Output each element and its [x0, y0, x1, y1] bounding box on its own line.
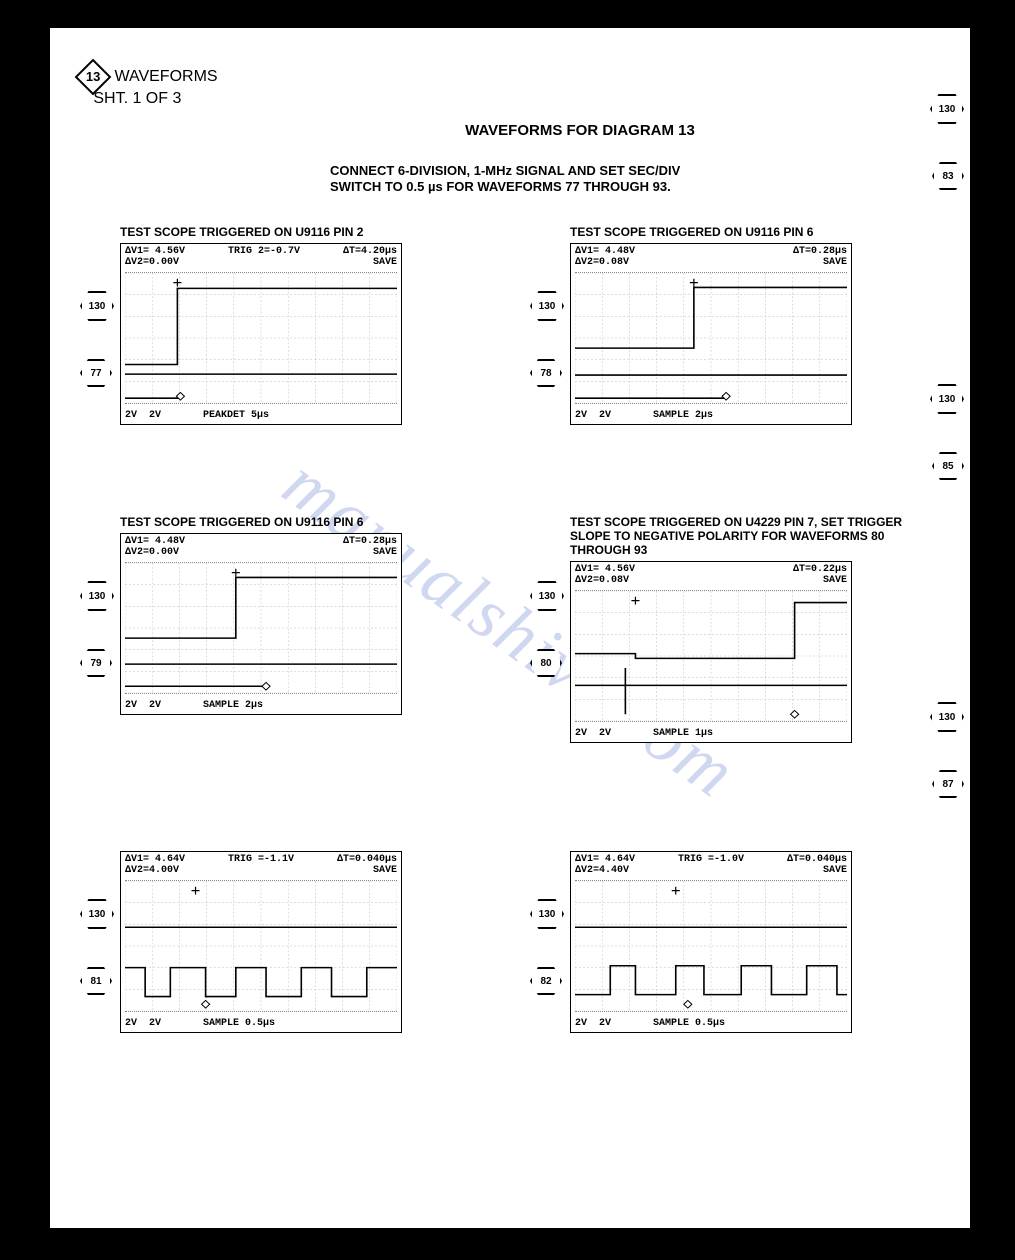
- scope-mode-timebase: SAMPLE 0.5µs: [653, 1018, 725, 1029]
- scope-dt-readout: ∆T=0.28µsSAVE: [793, 246, 847, 268]
- scope-footer: 2V 2V PEAKDET 5µs: [125, 410, 397, 421]
- scope-ch1-vdiv: 2V: [125, 1018, 137, 1029]
- scope-ch2-vdiv: 2V: [149, 1018, 161, 1029]
- oscilloscope-frame: ∆V1= 4.64V ∆V2=4.00V TRIG =-1.1V ∆T=0.04…: [120, 851, 402, 1033]
- oscilloscope-frame: ∆V1= 4.48V ∆V2=0.00V ∆T=0.28µsSAVE 2V 2V…: [120, 533, 402, 715]
- waveform-cell: ∆V1= 4.64V ∆V2=4.40V TRIG =-1.0V ∆T=0.04…: [530, 833, 910, 1033]
- handwritten-line1: WAVEFORMS: [114, 68, 217, 85]
- diamond-number: 13: [86, 66, 100, 88]
- scope-caption: TEST SCOPE TRIGGERED ON U4229 PIN 7, SET…: [570, 515, 910, 557]
- waveform-plot: [575, 880, 847, 1012]
- scope-trig-readout: TRIG 2=-0.7V: [228, 246, 300, 268]
- reference-marker: 130: [80, 899, 114, 929]
- waveform-cell: TEST SCOPE TRIGGERED ON U4229 PIN 7, SET…: [530, 515, 910, 743]
- scope-mode-timebase: SAMPLE 2µs: [203, 700, 263, 711]
- waveform-plot: [125, 272, 397, 404]
- scope-dv-readout: ∆V1= 4.48V ∆V2=0.08V: [575, 246, 635, 268]
- waveform-number-marker: 83: [932, 162, 964, 190]
- waveform-plot: [575, 590, 847, 722]
- waveform-cell: TEST SCOPE TRIGGERED ON U9116 PIN 6 ∆V1=…: [80, 515, 460, 743]
- oscilloscope-frame: ∆V1= 4.64V ∆V2=4.40V TRIG =-1.0V ∆T=0.04…: [570, 851, 852, 1033]
- grid-row: TEST SCOPE TRIGGERED ON U9116 PIN 6 ∆V1=…: [80, 515, 940, 743]
- scope-dt-readout: ∆T=0.22µsSAVE: [793, 564, 847, 586]
- waveform-cell: TEST SCOPE TRIGGERED ON U9116 PIN 6 ∆V1=…: [530, 225, 910, 425]
- scope-dv-readout: ∆V1= 4.64V ∆V2=4.40V: [575, 854, 635, 876]
- scope-footer: 2V 2V SAMPLE 0.5µs: [575, 1018, 847, 1029]
- waveform-number-marker: 81: [80, 967, 112, 995]
- scope-ch2-vdiv: 2V: [149, 700, 161, 711]
- scope-dt-readout: ∆T=0.040µsSAVE: [337, 854, 397, 876]
- scope-caption: [120, 833, 460, 847]
- waveform-grid: TEST SCOPE TRIGGERED ON U9116 PIN 2 ∆V1=…: [80, 225, 940, 1033]
- grid-row: TEST SCOPE TRIGGERED ON U9116 PIN 2 ∆V1=…: [80, 225, 940, 425]
- scope-caption: TEST SCOPE TRIGGERED ON U9116 PIN 6: [570, 225, 910, 239]
- grid-row: ∆V1= 4.64V ∆V2=4.00V TRIG =-1.1V ∆T=0.04…: [80, 833, 940, 1033]
- scope-footer: 2V 2V SAMPLE 1µs: [575, 728, 847, 739]
- waveform-cell: ∆V1= 4.64V ∆V2=4.00V TRIG =-1.1V ∆T=0.04…: [80, 833, 460, 1033]
- scope-ch1-vdiv: 2V: [125, 410, 137, 421]
- scope-header: ∆V1= 4.56V ∆V2=0.08V ∆T=0.22µsSAVE: [575, 564, 847, 586]
- scope-ch1-vdiv: 2V: [575, 410, 587, 421]
- waveform-number-marker: 82: [530, 967, 562, 995]
- scope-header: ∆V1= 4.64V ∆V2=4.40V TRIG =-1.0V ∆T=0.04…: [575, 854, 847, 876]
- scope-caption: [570, 833, 910, 847]
- waveform-number-marker: 77: [80, 359, 112, 387]
- waveform-plot: [575, 272, 847, 404]
- page-subtitle: CONNECT 6-DIVISION, 1-MHz SIGNAL AND SET…: [330, 163, 690, 195]
- reference-marker: 130: [530, 581, 564, 611]
- scope-header: ∆V1= 4.48V ∆V2=0.08V ∆T=0.28µsSAVE: [575, 246, 847, 268]
- scope-footer: 2V 2V SAMPLE 0.5µs: [125, 1018, 397, 1029]
- waveform-number-marker: 79: [80, 649, 112, 677]
- scope-dv-readout: ∆V1= 4.48V ∆V2=0.00V: [125, 536, 185, 558]
- scope-header: ∆V1= 4.48V ∆V2=0.00V ∆T=0.28µsSAVE: [125, 536, 397, 558]
- scope-ch2-vdiv: 2V: [599, 410, 611, 421]
- scope-dv-readout: ∆V1= 4.64V ∆V2=4.00V: [125, 854, 185, 876]
- oscilloscope-frame: ∆V1= 4.56V ∆V2=0.08V ∆T=0.22µsSAVE 2V 2V…: [570, 561, 852, 743]
- oscilloscope-frame: ∆V1= 4.48V ∆V2=0.08V ∆T=0.28µsSAVE 2V 2V…: [570, 243, 852, 425]
- reference-marker: 130: [530, 291, 564, 321]
- scan-shadow: [50, 1228, 970, 1250]
- scope-mode-timebase: SAMPLE 1µs: [653, 728, 713, 739]
- scope-ch2-vdiv: 2V: [599, 728, 611, 739]
- scope-dt-readout: ∆T=0.040µsSAVE: [787, 854, 847, 876]
- scope-mode-timebase: SAMPLE 2µs: [653, 410, 713, 421]
- scope-trig-readout: TRIG =-1.0V: [678, 854, 744, 876]
- reference-marker: 130: [80, 581, 114, 611]
- waveform-cell: TEST SCOPE TRIGGERED ON U9116 PIN 2 ∆V1=…: [80, 225, 460, 425]
- reference-marker: 130: [80, 291, 114, 321]
- scope-ch2-vdiv: 2V: [149, 410, 161, 421]
- waveform-plot: [125, 880, 397, 1012]
- scope-caption: TEST SCOPE TRIGGERED ON U9116 PIN 6: [120, 515, 460, 529]
- scope-ch1-vdiv: 2V: [575, 728, 587, 739]
- waveform-number-marker: 78: [530, 359, 562, 387]
- scope-dt-readout: ∆T=0.28µsSAVE: [343, 536, 397, 558]
- scope-dt-readout: ∆T=4.20µsSAVE: [343, 246, 397, 268]
- scope-caption: TEST SCOPE TRIGGERED ON U9116 PIN 2: [120, 225, 460, 239]
- scope-mode-timebase: PEAKDET 5µs: [203, 410, 269, 421]
- scope-dv-readout: ∆V1= 4.56V ∆V2=0.00V: [125, 246, 185, 268]
- scope-ch1-vdiv: 2V: [575, 1018, 587, 1029]
- scope-mode-timebase: SAMPLE 0.5µs: [203, 1018, 275, 1029]
- reference-marker: 130: [930, 94, 964, 124]
- scope-dv-readout: ∆V1= 4.56V ∆V2=0.08V: [575, 564, 635, 586]
- waveform-plot: [125, 562, 397, 694]
- handwritten-page-note: 13 WAVEFORMS SHT. 1 OF 3: [80, 64, 218, 108]
- scanned-page: 13 WAVEFORMS SHT. 1 OF 3 WAVEFORMS FOR D…: [50, 28, 970, 1228]
- reference-marker: 130: [530, 899, 564, 929]
- scope-footer: 2V 2V SAMPLE 2µs: [125, 700, 397, 711]
- scope-footer: 2V 2V SAMPLE 2µs: [575, 410, 847, 421]
- scope-header: ∆V1= 4.64V ∆V2=4.00V TRIG =-1.1V ∆T=0.04…: [125, 854, 397, 876]
- waveform-number-marker: 80: [530, 649, 562, 677]
- scope-header: ∆V1= 4.56V ∆V2=0.00V TRIG 2=-0.7V ∆T=4.2…: [125, 246, 397, 268]
- oscilloscope-frame: ∆V1= 4.56V ∆V2=0.00V TRIG 2=-0.7V ∆T=4.2…: [120, 243, 402, 425]
- scope-ch2-vdiv: 2V: [599, 1018, 611, 1029]
- scope-ch1-vdiv: 2V: [125, 700, 137, 711]
- handwritten-line2: SHT. 1 OF 3: [93, 90, 181, 107]
- scope-trig-readout: TRIG =-1.1V: [228, 854, 294, 876]
- page-title: WAVEFORMS FOR DIAGRAM 13: [220, 122, 940, 139]
